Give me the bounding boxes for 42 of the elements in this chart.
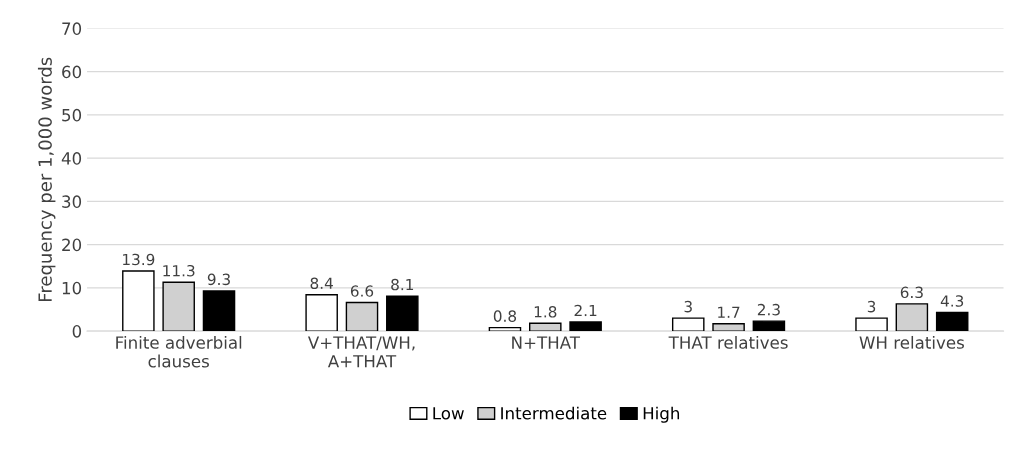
- data-label: 6.6: [350, 285, 374, 297]
- data-label: 8.4: [310, 277, 333, 290]
- data-label: 3: [867, 300, 876, 313]
- y-tick-label: 50: [62, 108, 82, 122]
- data-label: 2.1: [574, 304, 597, 317]
- y-axis-title: Frequency per 1,000 words: [37, 57, 56, 301]
- data-label: 6.3: [900, 286, 923, 299]
- y-tick-label: 20: [62, 238, 82, 252]
- y-tick-label: 40: [61, 152, 82, 165]
- data-label: 11.3: [163, 264, 195, 277]
- data-label: 4.3: [940, 295, 964, 307]
- bar: [305, 294, 338, 332]
- data-label: 13.9: [123, 253, 155, 266]
- legend-label: High: [643, 406, 680, 423]
- y-tick-label: 60: [62, 65, 82, 79]
- bar: [935, 311, 969, 332]
- y-tick-label: 70: [62, 22, 82, 35]
- bar: [752, 320, 786, 332]
- bar: [671, 317, 705, 332]
- data-label: 3: [684, 300, 692, 313]
- data-label: 2.3: [757, 303, 780, 316]
- x-tick-label: V+THAT/WH, A+THAT: [307, 336, 415, 368]
- legend-label: Low: [433, 407, 464, 420]
- x-tick-label: N+THAT: [512, 336, 581, 349]
- bar: [202, 290, 236, 332]
- data-label: 1.7: [718, 306, 740, 318]
- y-tick-label: 30: [62, 195, 82, 208]
- bar: [488, 326, 522, 332]
- data-label: 9.3: [207, 273, 230, 286]
- bar: [569, 321, 602, 332]
- bar: [855, 317, 888, 332]
- data-label: 8.1: [391, 278, 414, 291]
- x-tick-label: WH relatives: [859, 335, 964, 349]
- bar: [386, 295, 419, 332]
- y-tick-label: 10: [62, 281, 82, 295]
- y-tick-label: 0: [72, 325, 82, 338]
- data-label: 0.8: [493, 310, 517, 322]
- legend-label: Intermediate: [501, 406, 607, 420]
- bar: [122, 270, 155, 332]
- x-tick-label: THAT relatives: [668, 335, 788, 349]
- data-label: 1.8: [534, 306, 557, 318]
- x-tick-label: Finite adverbial clauses: [116, 335, 242, 368]
